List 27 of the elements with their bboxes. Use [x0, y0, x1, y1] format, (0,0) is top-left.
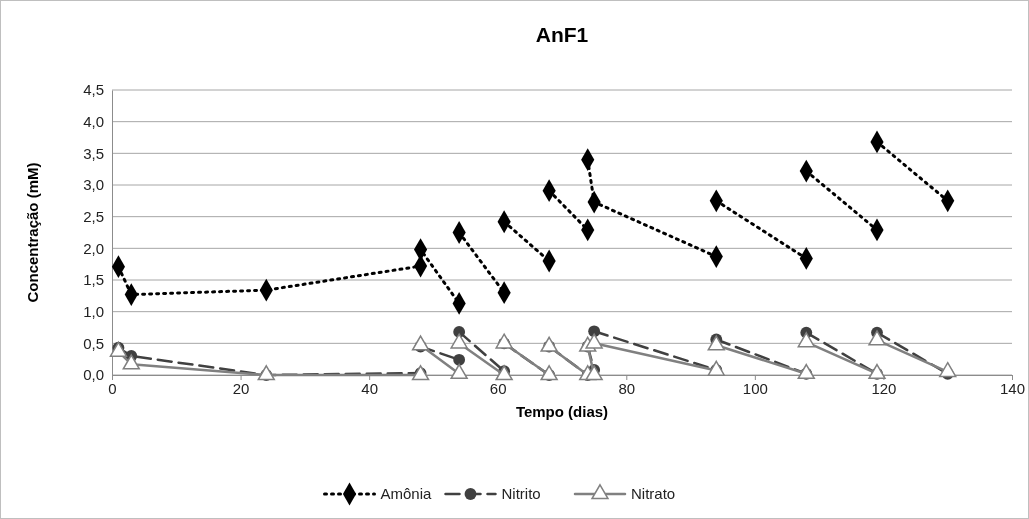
- point: [257, 365, 275, 381]
- point: [453, 353, 466, 366]
- x-tick-label: 40: [361, 379, 378, 397]
- y-tick-label: 1,0: [83, 302, 104, 320]
- point: [122, 354, 140, 370]
- x-tick-label: 80: [618, 379, 636, 397]
- x-tick-label: 120: [871, 379, 897, 397]
- chart-title: AnF1: [535, 23, 589, 46]
- x-tick-label: 20: [232, 379, 250, 397]
- x-tick-label: 140: [999, 379, 1026, 397]
- x-tick-label: 0: [108, 379, 117, 397]
- y-tick-label: 0,5: [83, 334, 104, 352]
- y-tick-label: 4,5: [83, 81, 104, 99]
- legend-label: Nitrito: [501, 485, 541, 502]
- x-tick-label: 60: [489, 379, 507, 397]
- y-tick-label: 1,5: [83, 271, 104, 289]
- y-axis-title: Concentração (mM): [24, 162, 41, 303]
- x-tick-label: 100: [742, 379, 768, 397]
- y-tick-label: 0,0: [83, 366, 104, 384]
- y-tick-label: 2,5: [83, 207, 104, 225]
- y-tick-label: 4,0: [83, 112, 104, 130]
- y-tick-label: 3,5: [83, 144, 104, 162]
- y-tick-label: 3,0: [83, 176, 104, 194]
- legend-label: Amônia: [380, 485, 433, 502]
- y-tick-label: 2,0: [83, 239, 104, 257]
- legend-label: Nitrato: [631, 485, 676, 502]
- x-axis-title: Tempo (dias): [515, 403, 609, 420]
